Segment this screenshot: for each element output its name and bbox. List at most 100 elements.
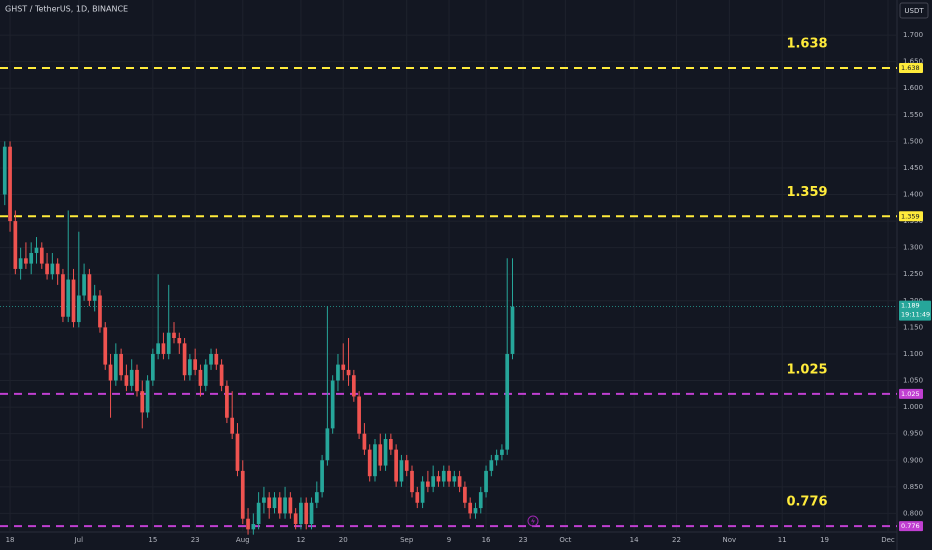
candle-body: [283, 497, 287, 514]
candle-body: [193, 359, 198, 370]
candle-body: [468, 502, 473, 514]
candle-body: [156, 343, 160, 354]
x-tick-label: 23: [191, 536, 200, 544]
candle-body: [452, 476, 457, 482]
level-label: 1.359: [786, 185, 827, 200]
last-price-label: 1.189: [901, 302, 920, 310]
y-tick-label: 1.550: [903, 111, 923, 119]
candle-body: [98, 295, 102, 328]
candle-body: [457, 476, 462, 487]
candle-body: [383, 438, 388, 466]
candle-body: [489, 460, 494, 471]
candle-body: [24, 258, 28, 264]
y-tick-label: 1.000: [903, 403, 923, 411]
y-tick-label: 1.500: [903, 137, 923, 145]
candle-body: [378, 444, 383, 466]
candle-body: [500, 449, 504, 455]
candle-body: [357, 396, 361, 434]
candle-body: [182, 343, 187, 376]
candle-body: [103, 327, 108, 365]
candle-body: [473, 508, 478, 514]
candle-body: [39, 247, 44, 264]
x-tick-label: 15: [148, 536, 157, 544]
candle-body: [34, 247, 39, 253]
candle-body: [277, 497, 282, 514]
y-tick-label: 1.300: [903, 244, 923, 252]
y-tick-label: 0.800: [903, 509, 923, 517]
candle-body: [267, 497, 272, 509]
y-tick-label: 1.650: [903, 58, 923, 66]
candle-body: [188, 359, 192, 376]
candle-body: [426, 481, 430, 487]
axes: 0.800 0.850 0.900 0.950 1.000 1.050 1.100 1.150…: [6, 31, 931, 544]
level-label: 1.638: [786, 37, 827, 52]
candle-body: [8, 146, 12, 222]
y-tick-label: 1.450: [903, 164, 923, 172]
candle-body: [161, 343, 166, 354]
currency-button[interactable]: [899, 2, 929, 19]
candle-body: [150, 353, 155, 381]
candle-body: [209, 353, 213, 365]
candle-body: [124, 375, 129, 386]
candle-body: [92, 295, 97, 301]
candle-body: [230, 417, 235, 434]
candle-body: [66, 279, 71, 317]
x-tick-label: 18: [6, 536, 15, 544]
candle-body: [320, 460, 324, 493]
y-tick-label: 1.700: [903, 31, 923, 39]
candle-body: [388, 438, 393, 450]
candle-body: [172, 332, 176, 339]
candle-body: [108, 364, 113, 381]
x-tick-label: 9: [447, 536, 451, 544]
candle-body: [410, 470, 414, 493]
candle-body: [76, 295, 81, 323]
candle-body: [394, 449, 398, 482]
candle-body: [145, 380, 150, 413]
y-tick-label: 1.400: [903, 191, 923, 199]
candle-body: [225, 385, 229, 418]
candle-body: [219, 364, 224, 386]
alert-icon: [527, 515, 539, 527]
candle-body: [336, 364, 340, 381]
candle-body: [198, 369, 203, 386]
x-tick-label: 14: [630, 536, 639, 544]
candle-body: [55, 263, 60, 275]
y-tick-label: 1.150: [903, 323, 923, 331]
level-tag-label: 0.776: [901, 522, 920, 530]
x-tick-label: 19: [820, 536, 829, 544]
levels: 1.638 1.359 1.025 0.776: [0, 37, 897, 528]
candle-body: [341, 364, 346, 370]
currency-label[interactable]: USDT: [904, 7, 924, 15]
candle-body: [484, 470, 488, 493]
x-tick-label: 20: [339, 536, 348, 544]
candle-body: [119, 353, 123, 376]
candle-body: [288, 497, 293, 514]
candle-body: [82, 274, 86, 296]
candle-body: [367, 449, 372, 477]
candle-body: [272, 497, 277, 509]
x-tick-label: Dec: [881, 536, 895, 544]
candle-body: [373, 444, 377, 477]
x-tick-label: Oct: [559, 536, 571, 544]
candle-body: [330, 380, 335, 429]
x-tick-label: Sep: [400, 536, 414, 544]
x-tick-label: 22: [672, 536, 681, 544]
x-tick-label: 16: [482, 536, 491, 544]
candle-body: [362, 433, 367, 450]
candle-body: [441, 470, 446, 482]
candle-body: [351, 375, 356, 397]
candle-body: [203, 364, 208, 386]
candle-body: [304, 502, 309, 525]
price-axis: [897, 0, 932, 550]
candle-body: [251, 524, 256, 530]
candle-body: [293, 513, 298, 525]
x-tick-label: Nov: [723, 536, 737, 544]
level-tag: [899, 388, 923, 399]
y-tick-label: 1.050: [903, 377, 923, 385]
level-label: 1.025: [786, 362, 827, 377]
y-tick-label: 1.100: [903, 350, 923, 358]
candle-body: [113, 353, 118, 381]
chart-title: GHST / TetherUS, 1D, BINANCE: [5, 5, 128, 14]
candle-body: [463, 486, 467, 503]
